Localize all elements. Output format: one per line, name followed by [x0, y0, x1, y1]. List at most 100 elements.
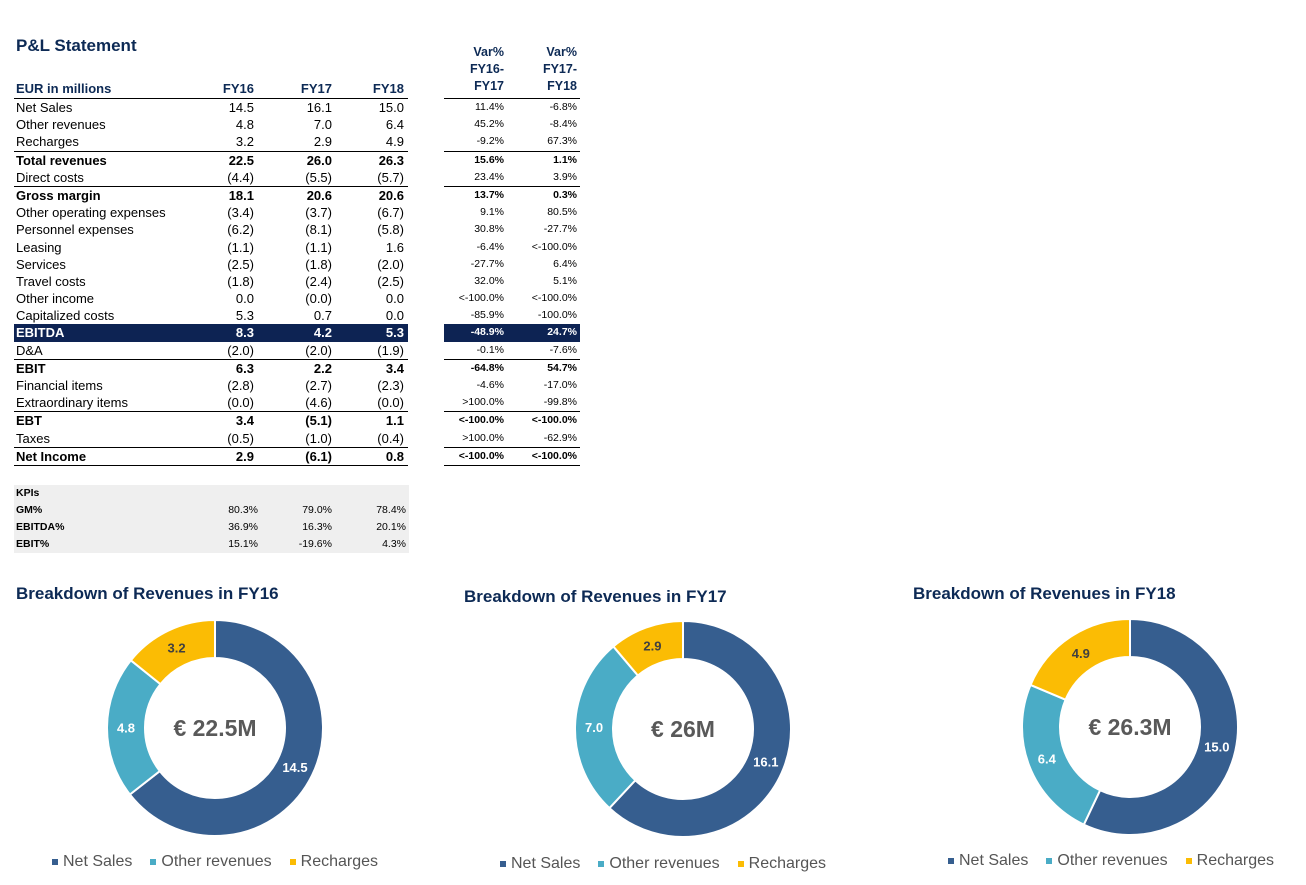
pl-row-fy17: 4.2 [313, 325, 332, 341]
pl-row-fy18: 15.0 [378, 100, 404, 115]
var-header-b-2: FY17- [542, 62, 577, 76]
var-fy17-fy18: 80.5% [547, 206, 577, 219]
kpi-fy17: 79.0% [302, 504, 332, 516]
var-header-a-2: FY16- [469, 62, 504, 76]
pl-row-fy17: 2.2 [313, 360, 332, 376]
chart-title: Breakdown of Revenues in FY17 [464, 587, 727, 606]
var-header-a-3: FY17 [474, 79, 504, 93]
pl-row-fy16: 2.9 [235, 448, 254, 464]
legend-item: Net Sales [52, 853, 132, 871]
donut-chart: 16.1 7.0 2.9 € 26M [574, 619, 792, 838]
var-fy17-fy18: -62.9% [543, 431, 577, 444]
legend-label: Net Sales [63, 853, 133, 870]
var-fy17-fy18: -27.7% [543, 223, 577, 236]
pl-row-label: Net Income [16, 448, 87, 464]
var-fy16-fy17: 30.8% [474, 223, 504, 236]
kpi-fy16: 80.3% [228, 504, 258, 516]
legend-label: Other revenues [609, 855, 720, 872]
pl-row-fy18: 26.3 [378, 152, 404, 168]
pl-row: Direct costs (4.4) (5.5) (5.7) [14, 169, 408, 186]
legend-swatch [598, 860, 605, 867]
pl-row-fy18: 0.0 [385, 291, 404, 307]
chart-title: Breakdown of Revenues in FY18 [913, 584, 1176, 603]
legend-label: Recharges [748, 855, 827, 872]
var-header: Var% FY16- FY17 Var% FY17- FY18 [444, 44, 580, 99]
var-fy17-fy18: -7.6% [549, 343, 577, 356]
slice-label: 4.9 [1072, 646, 1090, 661]
slice-net-sales [128, 618, 324, 837]
pl-row-fy16: 5.3 [235, 308, 254, 324]
pl-row: Capitalized costs 5.3 0.7 0.0 [14, 307, 408, 324]
donut-center-label: € 26M [651, 716, 715, 742]
pl-row-fy16: 22.5 [228, 152, 254, 168]
pl-header-label: EUR in millions [16, 81, 112, 96]
pl-row-fy17: (1.8) [305, 256, 332, 272]
var-fy16-fy17: <-100.0% [458, 449, 504, 462]
slice-recharges [129, 618, 216, 686]
pl-row-fy16: (3.4) [227, 205, 254, 221]
pl-row-fy16: 14.5 [228, 100, 254, 115]
slice-net-sales [1082, 617, 1239, 836]
var-table: 11.4% -6.8% 45.2% -8.4% -9.2% 67.3% 15.6% 1.1% 2… [444, 99, 580, 466]
donut-center-label: € 26.3M [1088, 714, 1171, 740]
pl-row-label: Capitalized costs [16, 308, 115, 324]
pl-row-fy17: (1.1) [305, 239, 332, 255]
var-fy17-fy18: <-100.0% [531, 240, 577, 253]
var-header-a-1: Var% [473, 45, 504, 59]
donut-chart: 15.0 6.4 4.9 € 26.3M [1021, 617, 1239, 836]
var-fy17-fy18: 3.9% [553, 170, 577, 183]
kpi-fy16: 36.9% [228, 521, 258, 533]
slice-label: 16.1 [753, 755, 778, 770]
var-fy16-fy17: >100.0% [462, 396, 504, 409]
legend-label: Recharges [1196, 852, 1275, 869]
var-fy16-fy17: -4.6% [476, 379, 504, 391]
legend-item: Recharges [737, 855, 827, 873]
legend-item: Other revenues [1046, 852, 1168, 870]
var-row: <-100.0% <-100.0% [444, 290, 580, 307]
pl-row-fy18: 1.6 [385, 239, 404, 255]
var-fy16-fy17: -64.8% [470, 361, 504, 374]
pl-row-fy18: (1.9) [377, 342, 404, 358]
var-row: -48.9% 24.7% [444, 324, 580, 342]
var-row: -0.1% -7.6% [444, 342, 580, 359]
legend-item: Recharges [289, 853, 378, 871]
pl-row-fy18: 0.0 [385, 308, 404, 324]
pl-row-fy18: (5.7) [377, 169, 404, 185]
pl-row-label: Recharges [16, 134, 79, 150]
pl-row-label: Other operating expenses [16, 205, 166, 221]
donut-center-label: € 22.5M [173, 715, 256, 741]
var-row: >100.0% -99.8% [444, 394, 580, 411]
legend-swatch [150, 858, 157, 865]
var-row: -85.9% -100.0% [444, 307, 580, 324]
pl-row: Services (2.5) (1.8) (2.0) [14, 256, 408, 273]
legend-swatch [500, 860, 506, 867]
pl-row-fy18: 1.1 [385, 413, 404, 429]
var-row: >100.0% -62.9% [444, 430, 580, 447]
var-fy16-fy17: -6.4% [476, 240, 504, 253]
pl-row-fy18: (2.0) [377, 256, 404, 272]
pl-row-fy17: 20.6 [306, 187, 332, 203]
var-row: -64.8% 54.7% [444, 358, 580, 377]
var-fy16-fy17: 13.7% [474, 188, 504, 201]
pl-row: Other revenues 4.8 7.0 6.4 [14, 116, 408, 133]
pl-row-label: Other revenues [16, 117, 106, 133]
var-row: 23.4% 3.9% [444, 169, 580, 186]
slice-recharges [611, 619, 684, 677]
pl-row-fy16: (0.0) [227, 395, 254, 411]
pl-row: EBIT 6.3 2.2 3.4 [14, 358, 408, 377]
donut-chart: 14.5 4.8 3.2 € 22.5M [106, 618, 324, 837]
slice-other-revenues [574, 645, 640, 810]
pl-row-label: D&A [16, 342, 43, 358]
pl-row-fy17: (6.1) [305, 448, 332, 464]
slice-label: 6.4 [1038, 752, 1057, 767]
var-fy16-fy17: 45.2% [474, 118, 504, 131]
pl-row: Recharges 3.2 2.9 4.9 [14, 133, 408, 150]
pl-header: EUR in millions FY16 FY17 FY18 [14, 80, 408, 99]
chart-legend: Net Sales Other revenues Recharges [500, 855, 844, 873]
var-fy17-fy18: -100.0% [537, 309, 577, 322]
kpi-fy17: -19.6% [298, 538, 332, 550]
var-fy17-fy18: 5.1% [553, 274, 577, 287]
pl-row-fy17: (5.5) [305, 169, 332, 185]
kpi-fy18: 20.1% [376, 521, 406, 533]
pl-row-fy16: 6.3 [235, 360, 254, 376]
